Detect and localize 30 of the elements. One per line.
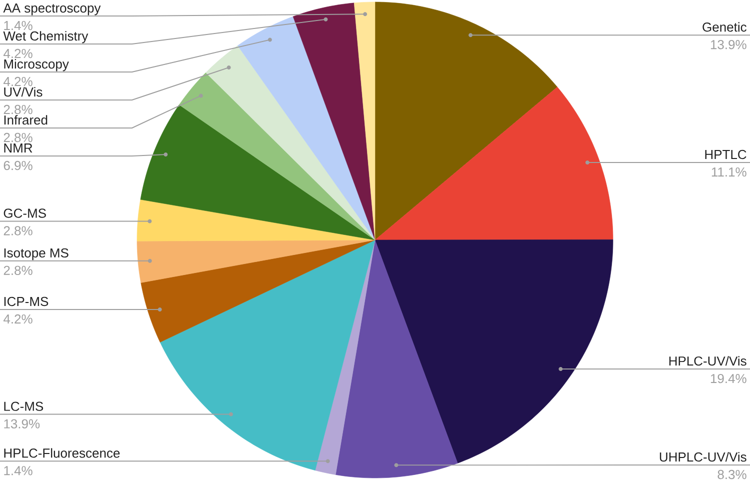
slice-label: Isotope MS [4, 248, 68, 260]
slice-label: Wet Chemistry [3, 31, 88, 44]
slice-label: Genetic [702, 22, 746, 32]
slice-label: UV/Vis [4, 87, 42, 97]
data-label: 4.2% [4, 48, 32, 58]
slice-label: ICP-MS [4, 296, 48, 306]
data-label: 2.8% [4, 104, 32, 114]
data-label: 19.4% [710, 374, 746, 384]
slice-label: GC-MS [4, 208, 46, 218]
data-label: 4.2% [4, 314, 32, 324]
slice-label: AA spectroscopy [3, 4, 101, 16]
slice-label: Microscopy [4, 59, 69, 72]
slice-label: UHPLC-UV/Vis [660, 452, 746, 462]
slice-label: HPLC-UV/Vis [669, 356, 746, 366]
data-label: 8.3% [718, 470, 746, 480]
data-label: 2.8% [4, 226, 32, 236]
data-label: 2.8% [4, 132, 32, 142]
slice-label: Infrared [4, 115, 48, 125]
slice-label: NMR [4, 144, 32, 152]
data-label: 6.9% [4, 160, 32, 170]
slice-label: HPTLC [705, 150, 746, 160]
data-label: 4.2% [4, 76, 32, 86]
data-label: 13.9% [710, 40, 746, 50]
data-label: 1.4% [4, 20, 32, 30]
data-label: 11.1% [712, 167, 746, 177]
slice-label: HPLC-Fluorescence [4, 448, 120, 458]
data-label: 1.4% [4, 466, 32, 476]
data-label: 13.9% [4, 419, 40, 428]
slice-label: LC-MS [4, 402, 44, 411]
data-label: 2.8% [4, 266, 32, 276]
